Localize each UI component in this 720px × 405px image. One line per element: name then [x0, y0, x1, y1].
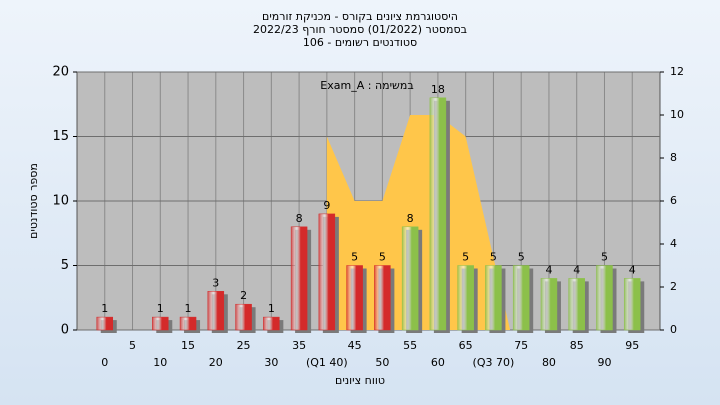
bar [318, 213, 336, 331]
chart-title: היסטוגרמת ציונים בקורס - מכניקת זורמים [262, 10, 458, 23]
data-label: 8 [296, 212, 303, 225]
x-tick-label: 0 [101, 356, 108, 369]
data-label: 4 [573, 263, 580, 276]
data-label: 4 [629, 263, 636, 276]
x-axis-label: טווח ציונים [335, 374, 385, 387]
data-label: 1 [101, 302, 108, 315]
chart-subtitle: בסמסטר (01/2022) סמסטר חורף 2022/23 [253, 23, 467, 36]
bar [596, 265, 613, 331]
bar [429, 97, 447, 331]
data-label: 5 [518, 251, 525, 264]
data-label: 5 [601, 251, 608, 264]
data-label: 18 [431, 83, 445, 96]
data-label: 2 [240, 289, 247, 302]
y2-tick-label: 0 [670, 323, 677, 336]
bar [401, 226, 419, 331]
y-tick-label: 5 [61, 258, 69, 273]
bar [235, 303, 252, 331]
bar [512, 265, 530, 331]
y-tick-label: 10 [52, 194, 69, 209]
bar [485, 265, 502, 331]
x-tick-label: 65 [459, 339, 473, 352]
y2-tick-label: 8 [670, 151, 677, 164]
x-tick-label: (Q1 40) [306, 356, 348, 369]
data-label: 8 [407, 212, 414, 225]
x-tick-label: 60 [431, 356, 445, 369]
x-tick-label: 90 [597, 356, 611, 369]
data-label: 4 [545, 263, 552, 276]
y2-tick-label: 2 [670, 280, 677, 293]
y2-tick-label: 6 [670, 194, 677, 207]
x-tick-label: 30 [264, 356, 278, 369]
bar [96, 316, 114, 331]
chart-subtitle: סטודנטים רשומים - 106 [303, 36, 417, 49]
annotation: Exam_A : במשימה [320, 79, 413, 92]
x-tick-label: 25 [237, 339, 251, 352]
bar [290, 226, 308, 331]
x-tick-label: 95 [625, 339, 639, 352]
x-tick-label: 80 [542, 356, 556, 369]
y-tick-label: 20 [52, 65, 69, 80]
x-tick-label: 50 [375, 356, 389, 369]
bar [152, 316, 169, 331]
x-tick-label: 45 [348, 339, 362, 352]
data-label: 5 [462, 251, 469, 264]
x-tick-label: 20 [209, 356, 223, 369]
y-axis-label: מספר סטודנטים [27, 163, 40, 239]
bar [568, 278, 585, 331]
data-label: 5 [379, 251, 386, 264]
data-label: 5 [490, 251, 497, 264]
bar [374, 265, 391, 331]
x-tick-label: 85 [570, 339, 584, 352]
bar [346, 265, 363, 331]
x-tick-label: 35 [292, 339, 306, 352]
bar [207, 291, 225, 331]
x-tick-label: 5 [129, 339, 136, 352]
bar [623, 278, 641, 331]
data-label: 1 [268, 302, 275, 315]
x-tick-label: 10 [153, 356, 167, 369]
x-tick-label: 55 [403, 339, 417, 352]
y-tick-label: 0 [61, 323, 69, 338]
bar [179, 316, 197, 331]
y-tick-label: 15 [52, 129, 69, 144]
data-label: 1 [185, 302, 192, 315]
data-label: 1 [157, 302, 164, 315]
y2-tick-label: 4 [670, 237, 677, 250]
x-tick-label: 75 [514, 339, 528, 352]
data-label: 9 [323, 199, 330, 212]
bar [457, 265, 474, 331]
x-tick-label: 15 [181, 339, 195, 352]
x-tick-label: (Q3 70) [473, 356, 515, 369]
bar [540, 278, 558, 331]
data-label: 5 [351, 251, 358, 264]
data-label: 3 [212, 276, 219, 289]
y2-tick-label: 12 [670, 65, 684, 78]
y2-tick-label: 10 [670, 108, 684, 121]
bar [263, 316, 280, 331]
